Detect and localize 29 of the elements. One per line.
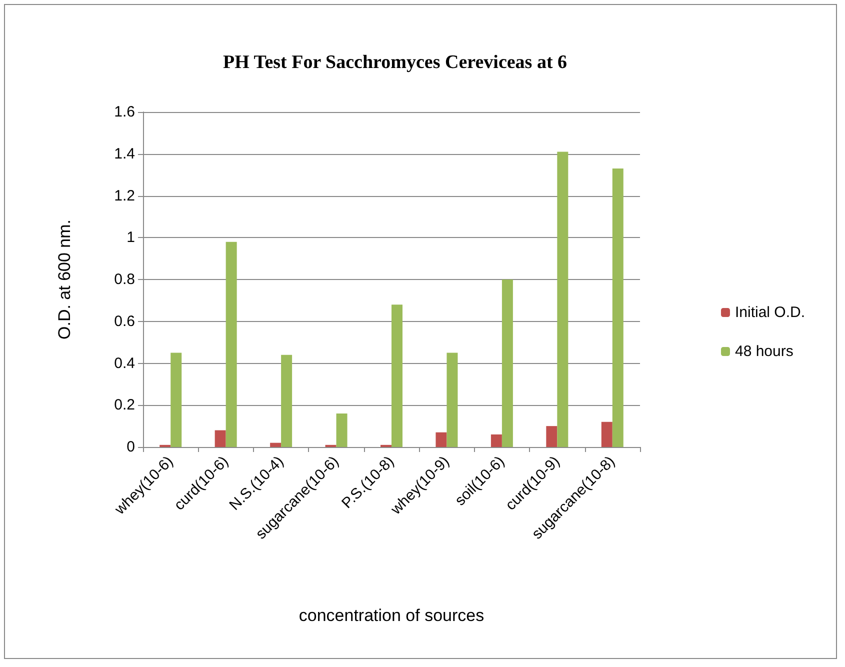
bar	[270, 442, 282, 447]
y-tick-label: 0	[126, 438, 135, 456]
x-axis-title: concentration of sources	[298, 606, 484, 625]
y-tick-label: 0.2	[114, 396, 135, 414]
bar	[170, 352, 182, 447]
bar	[214, 430, 226, 447]
bar	[336, 414, 348, 447]
bar	[502, 280, 513, 447]
y-tick-label: 0.6	[114, 312, 135, 330]
bar	[281, 354, 292, 447]
bar	[490, 434, 502, 447]
y-tick-label: 1	[126, 229, 135, 246]
bar	[436, 432, 447, 447]
legend-label: 48 hours	[734, 343, 794, 360]
y-tick-label: 1.4	[114, 145, 135, 162]
chart-title: PH Test For Sacchromyces Cereviceas at 6	[222, 52, 568, 73]
bar	[612, 168, 624, 447]
bar	[446, 352, 458, 447]
y-axis-title: O.D. at 600 nm.	[55, 220, 74, 340]
legend-label: Initial O.D.	[734, 304, 806, 321]
bar	[392, 304, 402, 447]
y-tick-label: 1.2	[114, 187, 135, 204]
y-tick-label: 1.6	[114, 104, 135, 120]
y-tick-label: 0.4	[114, 354, 135, 372]
bar	[557, 152, 568, 447]
y-tick-label: 0.8	[114, 271, 135, 288]
bar	[226, 242, 237, 447]
bar	[601, 422, 612, 447]
bar	[546, 426, 558, 447]
